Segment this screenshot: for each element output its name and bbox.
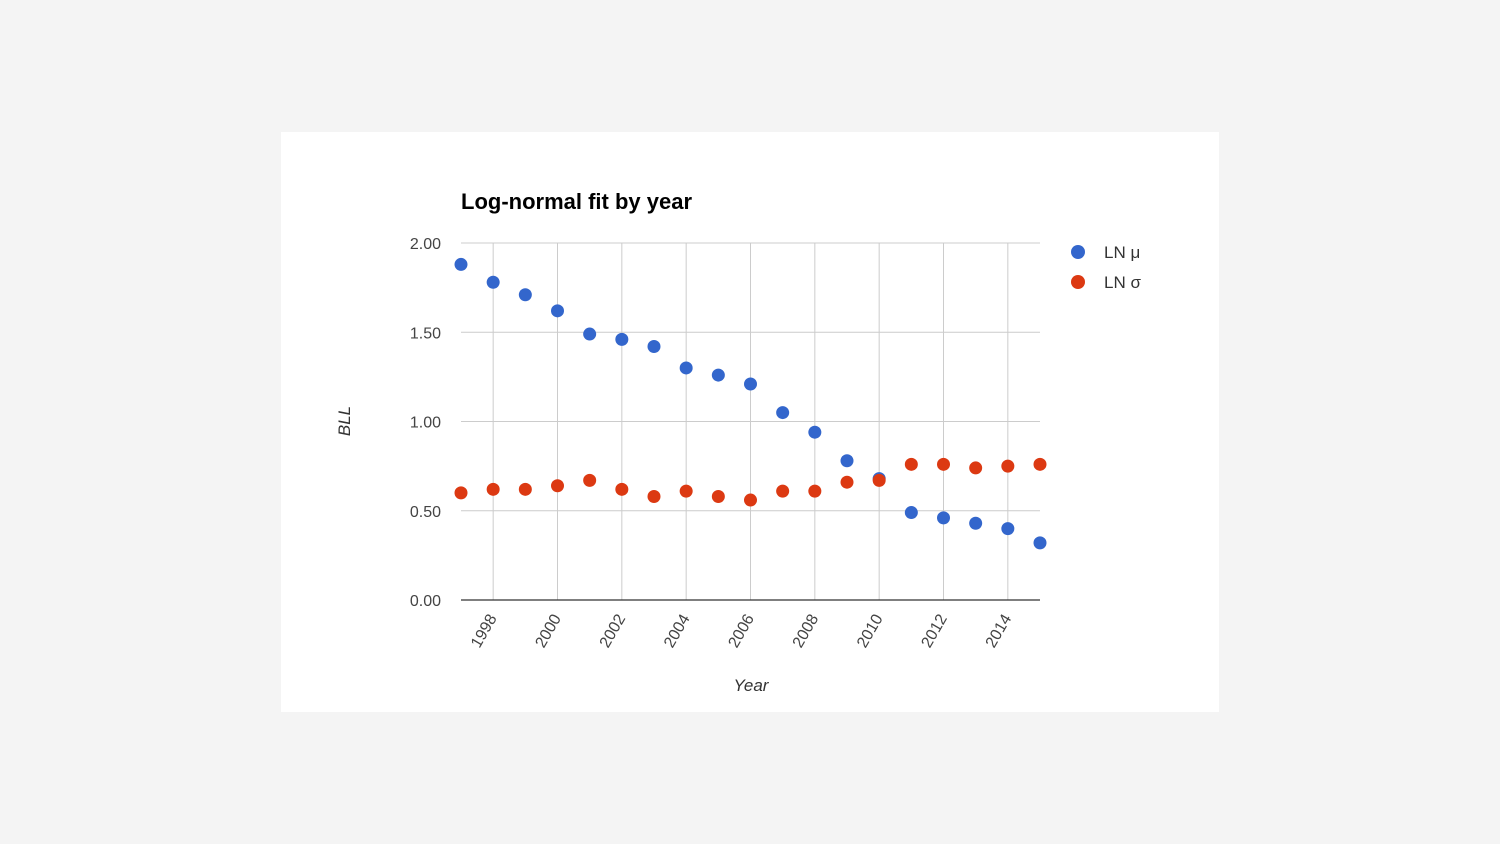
data-point[interactable] <box>454 486 468 500</box>
data-point[interactable] <box>679 484 693 498</box>
data-points <box>454 257 1047 550</box>
data-point[interactable] <box>808 484 822 498</box>
x-tick-label: 2004 <box>661 611 694 650</box>
x-tick-label: 2012 <box>918 611 951 650</box>
data-point[interactable] <box>969 516 983 530</box>
y-tick-label: 1.00 <box>410 415 441 432</box>
data-point[interactable] <box>776 484 790 498</box>
legend-marker <box>1071 245 1085 259</box>
data-point[interactable] <box>486 275 500 289</box>
data-point[interactable] <box>937 511 950 525</box>
y-tick-label: 0.50 <box>410 504 441 521</box>
y-axis-ticks: 0.00 0.50 1.00 1.50 2.00 <box>410 236 441 610</box>
x-axis-label: Year <box>734 676 770 695</box>
x-tick-label: 2002 <box>597 611 630 650</box>
data-point[interactable] <box>615 332 629 346</box>
data-point[interactable] <box>647 489 661 503</box>
data-point[interactable] <box>744 377 757 391</box>
data-point[interactable] <box>518 288 532 302</box>
data-point[interactable] <box>969 461 983 475</box>
series-ln-sigma <box>454 457 1047 507</box>
data-point[interactable] <box>840 454 854 468</box>
legend-item[interactable]: LN μ <box>1071 243 1140 262</box>
legend-label: LN σ <box>1104 273 1141 292</box>
data-point[interactable] <box>872 473 886 487</box>
legend-item[interactable]: LN σ <box>1071 273 1141 292</box>
data-point[interactable] <box>937 457 950 471</box>
legend[interactable]: LN μ LN σ <box>1071 243 1141 292</box>
x-tick-label: 1998 <box>468 611 501 650</box>
data-point[interactable] <box>904 506 918 520</box>
data-point[interactable] <box>776 406 790 420</box>
data-point[interactable] <box>647 340 661 354</box>
data-point[interactable] <box>1001 459 1015 473</box>
x-tick-label: 2014 <box>983 611 1016 650</box>
x-tick-label: 2008 <box>790 611 823 650</box>
data-point[interactable] <box>551 304 564 318</box>
data-point[interactable] <box>744 493 757 507</box>
chart-title: Log-normal fit by year <box>461 189 692 214</box>
y-tick-label: 2.00 <box>410 236 441 253</box>
y-tick-label: 0.00 <box>410 593 441 610</box>
data-point[interactable] <box>518 482 532 496</box>
legend-label: LN μ <box>1104 243 1140 262</box>
data-point[interactable] <box>583 473 597 487</box>
data-point[interactable] <box>486 482 500 496</box>
data-point[interactable] <box>711 489 725 503</box>
data-point[interactable] <box>1033 457 1047 471</box>
x-tick-label: 2010 <box>854 611 887 650</box>
data-point[interactable] <box>583 327 597 341</box>
data-point[interactable] <box>1001 522 1015 536</box>
data-point[interactable] <box>840 475 854 489</box>
data-point[interactable] <box>679 361 693 375</box>
x-axis-ticks: 1998 2000 2002 2004 2006 2008 2010 2012 2014 <box>468 611 1015 650</box>
x-tick-label: 2006 <box>725 611 758 650</box>
legend-marker <box>1071 275 1085 289</box>
y-tick-label: 1.50 <box>410 325 441 342</box>
x-tick-label: 2000 <box>532 611 565 650</box>
data-point[interactable] <box>615 482 629 496</box>
data-point[interactable] <box>551 479 564 493</box>
data-point[interactable] <box>808 425 822 439</box>
data-point[interactable] <box>454 257 468 271</box>
data-point[interactable] <box>711 368 725 382</box>
data-point[interactable] <box>904 457 918 471</box>
grid <box>461 242 1040 601</box>
data-point[interactable] <box>1033 536 1047 550</box>
y-axis-label: BLL <box>335 406 354 436</box>
